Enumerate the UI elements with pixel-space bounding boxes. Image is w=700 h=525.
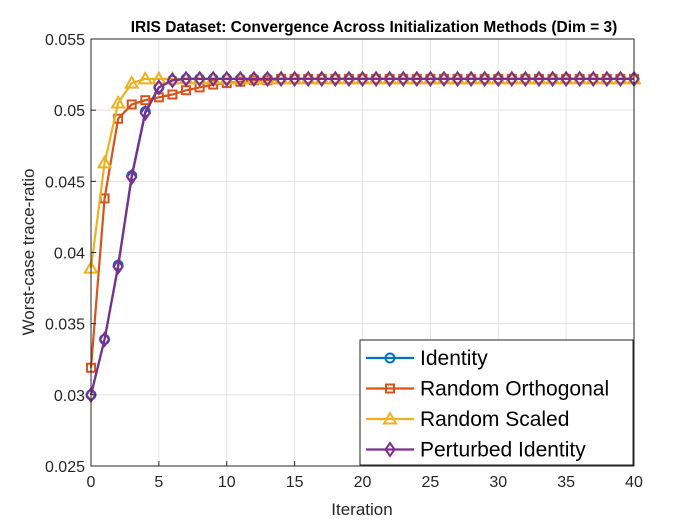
legend-marker bbox=[384, 352, 396, 364]
data-point bbox=[316, 70, 328, 88]
y-axis-title: Worst-case trace-ratio bbox=[19, 169, 38, 336]
legend-label: Perturbed Identity bbox=[420, 439, 586, 462]
data-point bbox=[261, 70, 274, 88]
legend-marker bbox=[382, 410, 398, 425]
data-point bbox=[126, 168, 138, 186]
data-point bbox=[546, 70, 559, 88]
legend-label: Identity bbox=[420, 347, 488, 370]
legend-entry: Random Scaled bbox=[366, 408, 569, 431]
data-point bbox=[140, 95, 151, 106]
data-point bbox=[221, 70, 233, 88]
data-point bbox=[110, 95, 126, 109]
data-point bbox=[383, 70, 396, 88]
y-tick-label: 0.055 bbox=[45, 32, 85, 49]
data-point bbox=[275, 70, 287, 88]
x-tick-label: 0 bbox=[87, 474, 96, 491]
data-point bbox=[587, 70, 599, 88]
y-tick-label: 0.035 bbox=[45, 317, 85, 334]
data-point bbox=[208, 79, 219, 90]
legend-box bbox=[359, 339, 634, 466]
data-point bbox=[424, 70, 437, 88]
data-point bbox=[234, 70, 247, 88]
data-point bbox=[601, 70, 613, 88]
data-point bbox=[465, 70, 477, 88]
data-point bbox=[166, 72, 179, 89]
legend-entry: Random Orthogonal bbox=[366, 378, 609, 401]
x-tick-label: 5 bbox=[154, 474, 163, 491]
data-point bbox=[126, 99, 137, 110]
data-point bbox=[193, 70, 206, 88]
series-perturbed-identity bbox=[85, 70, 640, 404]
tick-labels: 0 5 10 15 20 25 30 35 40 0.025 0.03 0.035 0.04 0.045 0… bbox=[45, 32, 643, 491]
y-tick-label: 0.045 bbox=[45, 174, 85, 191]
data-point bbox=[573, 70, 586, 88]
data-point bbox=[124, 75, 140, 89]
legend-entry: Identity bbox=[366, 347, 488, 370]
data-point bbox=[478, 70, 491, 88]
data-point bbox=[356, 70, 369, 88]
legend-label: Random Scaled bbox=[420, 408, 569, 431]
y-tick-label: 0.03 bbox=[54, 388, 85, 405]
data-point bbox=[343, 70, 355, 88]
data-point bbox=[207, 70, 219, 88]
legend-entry: Perturbed Identity bbox=[366, 439, 586, 462]
x-tick-label: 15 bbox=[286, 474, 304, 491]
data-point bbox=[302, 70, 314, 88]
legend-marker bbox=[384, 441, 396, 458]
data-point bbox=[614, 70, 627, 88]
x-tick-label: 25 bbox=[421, 474, 439, 491]
data-point bbox=[151, 70, 167, 85]
series-layer bbox=[83, 70, 642, 404]
legend-marker bbox=[385, 383, 395, 394]
legend-label: Random Orthogonal bbox=[420, 378, 609, 401]
legend-entries: Identity Random Orthogonal Random Scaled Pe… bbox=[366, 347, 609, 462]
data-point bbox=[139, 104, 152, 122]
x-tick-label: 35 bbox=[557, 474, 575, 491]
chart-title: IRIS Dataset: Convergence Across Initial… bbox=[131, 19, 618, 36]
data-point bbox=[329, 70, 342, 88]
data-point bbox=[492, 70, 504, 88]
data-point bbox=[248, 70, 260, 88]
legend: Identity Random Orthogonal Random Scaled Pe… bbox=[359, 339, 634, 466]
data-point bbox=[153, 79, 165, 96]
y-tick-label: 0.05 bbox=[54, 103, 85, 120]
data-point bbox=[451, 70, 464, 88]
data-point bbox=[533, 70, 545, 88]
data-point bbox=[167, 89, 178, 100]
data-point bbox=[180, 70, 192, 88]
x-tick-label: 10 bbox=[218, 474, 236, 491]
data-point bbox=[397, 70, 409, 88]
data-point bbox=[112, 258, 124, 275]
y-tick-label: 0.025 bbox=[45, 459, 85, 476]
x-tick-label: 30 bbox=[489, 474, 507, 491]
data-point bbox=[96, 154, 113, 169]
data-point bbox=[411, 70, 423, 88]
data-point bbox=[370, 70, 382, 88]
data-point bbox=[98, 331, 111, 348]
x-tick-label: 20 bbox=[354, 474, 372, 491]
data-point bbox=[438, 70, 450, 88]
y-tick-label: 0.04 bbox=[54, 246, 85, 263]
data-point bbox=[560, 70, 572, 88]
data-point bbox=[137, 70, 154, 85]
x-axis-title: Iteration bbox=[331, 500, 392, 519]
data-point bbox=[288, 70, 301, 88]
x-tick-label: 40 bbox=[625, 474, 643, 491]
data-point bbox=[519, 70, 532, 88]
data-point bbox=[506, 70, 518, 88]
